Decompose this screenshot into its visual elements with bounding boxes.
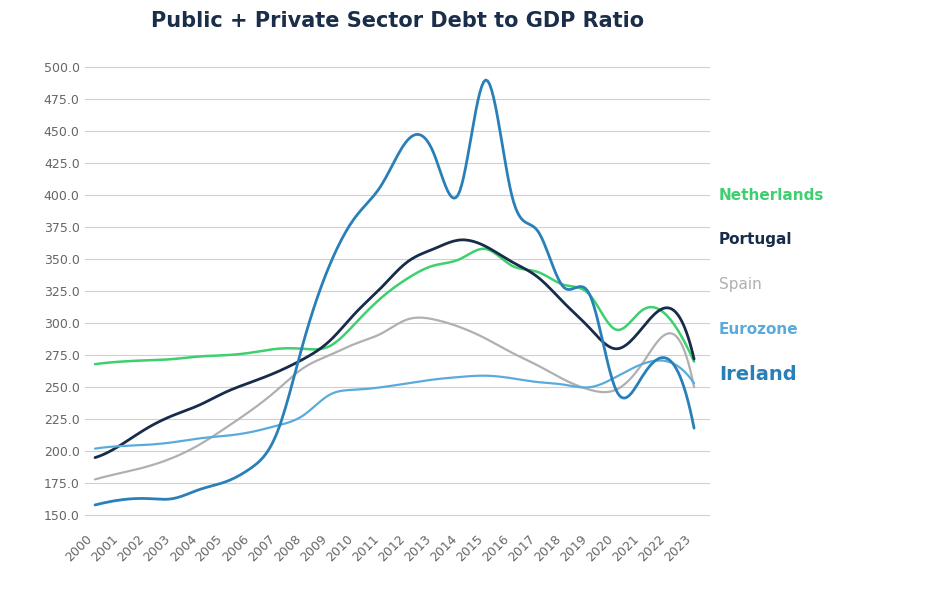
Text: Portugal: Portugal [719,232,792,247]
Title: Public + Private Sector Debt to GDP Ratio: Public + Private Sector Debt to GDP Rati… [150,11,644,31]
Text: Spain: Spain [719,277,761,292]
Text: Netherlands: Netherlands [719,187,824,202]
Text: Eurozone: Eurozone [719,322,799,337]
Text: Ireland: Ireland [719,365,797,385]
